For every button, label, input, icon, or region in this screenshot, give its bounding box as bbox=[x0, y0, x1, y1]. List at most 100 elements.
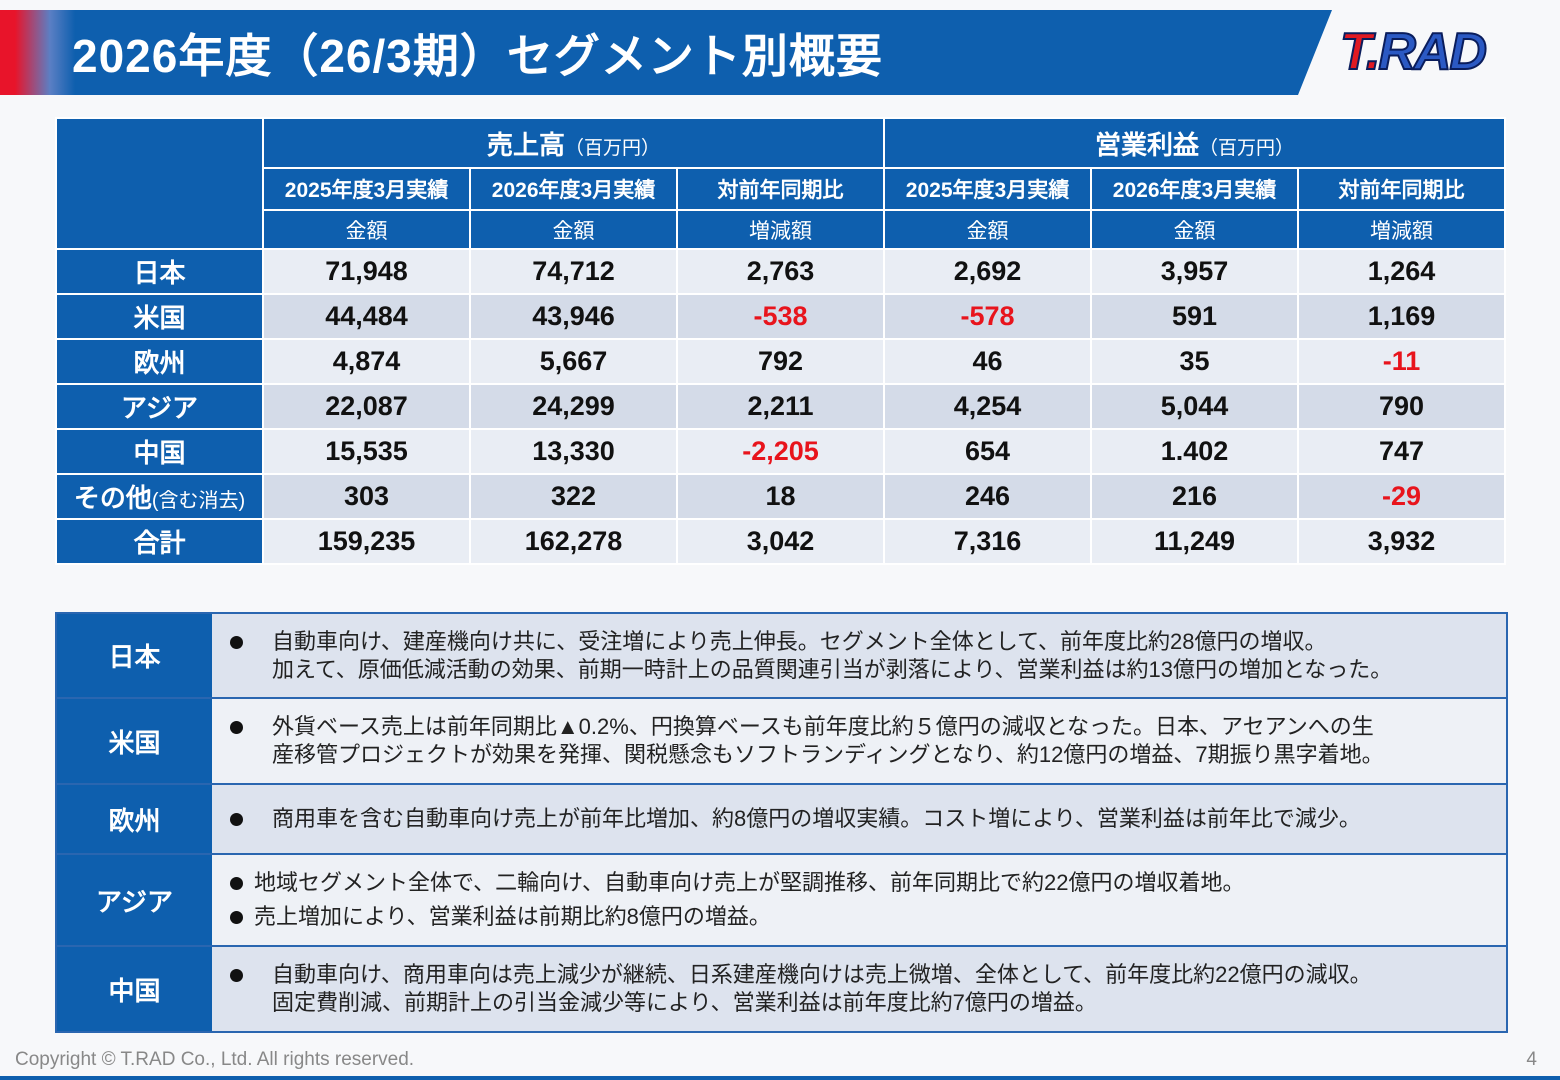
note-region: 中国 bbox=[57, 947, 212, 1031]
bullet: 外貨ベース売上は前年同期比▲0.2%、円換算ベースも前年度比約５億円の減収となっ… bbox=[212, 713, 1506, 769]
period-header: 2026年度3月実績 bbox=[1090, 167, 1299, 211]
row-label: その他(含む消去) bbox=[55, 473, 264, 520]
bullet: 商用車を含む自動車向け売上が前年比増加、約8億円の増収実績。コスト増により、営業… bbox=[212, 805, 1506, 833]
note-region: アジア bbox=[57, 855, 212, 945]
page-number: 4 bbox=[1526, 1049, 1537, 1070]
bullet: 地域セグメント全体で、二輪向け、自動車向け売上が堅調推移、前年同期比で約22億円… bbox=[212, 869, 1506, 897]
row-label-text: アジア bbox=[121, 393, 198, 423]
row-label: 中国 bbox=[55, 428, 264, 475]
bullet-line: 産移管プロジェクトが効果を発揮、関税懸念もソフトランディングとなり、約12億円の… bbox=[272, 742, 1384, 767]
value-cell: 322 bbox=[469, 473, 678, 520]
row-label: 米国 bbox=[55, 293, 264, 340]
data-row: 中国 15,535 13,330 -2,205 654 1.402 747 bbox=[55, 428, 1507, 475]
period-header: 2025年度3月実績 bbox=[262, 167, 471, 211]
note-region: 米国 bbox=[57, 699, 212, 783]
note-row: 米国 外貨ベース売上は前年同期比▲0.2%、円換算ベースも前年度比約５億円の減収と… bbox=[57, 699, 1506, 785]
value-cell: -2,205 bbox=[676, 428, 885, 475]
row-label: 日本 bbox=[55, 248, 264, 295]
value-cell: 4,254 bbox=[883, 383, 1092, 430]
row-label-text: 中国 bbox=[133, 438, 186, 468]
bullet-dot bbox=[230, 813, 243, 826]
value-cell: -29 bbox=[1296, 473, 1507, 520]
period-header: 対前年同期比 bbox=[1296, 167, 1507, 211]
row-label: 合計 bbox=[55, 518, 264, 565]
row-label-text: その他 bbox=[73, 483, 152, 513]
value-cell: 13,330 bbox=[469, 428, 678, 475]
note-region: 日本 bbox=[57, 614, 212, 697]
group-unit: （百万円） bbox=[565, 137, 661, 159]
bullet-line: 加えて、原価低減活動の効果、前期一時計上の品質関連引当が剥落により、営業利益は約… bbox=[272, 656, 1393, 682]
period-header: 対前年同期比 bbox=[676, 167, 885, 211]
value-cell: 792 bbox=[676, 338, 885, 385]
header-bar bbox=[0, 10, 1332, 95]
group-name: 売上高 bbox=[486, 129, 565, 160]
value-cell: 790 bbox=[1296, 383, 1507, 430]
value-cell: 18 bbox=[676, 473, 885, 520]
value-cell: 2,211 bbox=[676, 383, 885, 430]
value-cell: 162,278 bbox=[469, 518, 678, 565]
segment-table: 売上高（百万円） 営業利益（百万円） 2025年度3月実績 2026年度3月実績 対前年… bbox=[55, 117, 1507, 565]
period-header: 2026年度3月実績 bbox=[469, 167, 678, 211]
note-content: 地域セグメント全体で、二輪向け、自動車向け売上が堅調推移、前年同期比で約22億円… bbox=[212, 855, 1506, 945]
measure-header: 増減額 bbox=[676, 209, 885, 250]
value-cell: 43,946 bbox=[469, 293, 678, 340]
group-header: 営業利益（百万円） bbox=[882, 117, 1507, 169]
value-cell: 35 bbox=[1090, 338, 1299, 385]
value-cell: -538 bbox=[676, 293, 885, 340]
data-row: 米国 44,484 43,946 -538 -578 591 1,169 bbox=[55, 293, 1507, 340]
value-cell: 591 bbox=[1090, 293, 1299, 340]
value-cell: -578 bbox=[883, 293, 1092, 340]
row-label-text: 欧州 bbox=[133, 348, 186, 378]
value-cell: 4,874 bbox=[262, 338, 471, 385]
bullet-line: 固定費削減、前期計上の引当金減少等により、営業利益は前年度比約7億円の増益。 bbox=[272, 990, 1097, 1015]
group-name: 営業利益 bbox=[1095, 129, 1200, 160]
note-content: 自動車向け、商用車向は売上減少が継続、日系建産機向けは売上微増、全体として、前年… bbox=[212, 947, 1506, 1031]
measure-header: 金額 bbox=[469, 209, 678, 250]
value-cell: 7,316 bbox=[883, 518, 1092, 565]
value-cell: 216 bbox=[1090, 473, 1299, 520]
bullet-dot bbox=[230, 635, 243, 649]
note-content: 自動車向け、建産機向け共に、受注増により売上伸長。セグメント全体として、前年度比… bbox=[212, 614, 1506, 697]
measure-header: 金額 bbox=[262, 209, 471, 250]
note-content: 外貨ベース売上は前年同期比▲0.2%、円換算ベースも前年度比約５億円の減収となっ… bbox=[212, 699, 1506, 783]
value-cell: 5,667 bbox=[469, 338, 678, 385]
value-cell: 654 bbox=[883, 428, 1092, 475]
measure-header: 金額 bbox=[883, 209, 1092, 250]
bullet-dot bbox=[230, 877, 243, 890]
data-row: 日本 71,948 74,712 2,763 2,692 3,957 1,264 bbox=[55, 248, 1507, 295]
bullet-dot bbox=[230, 721, 243, 734]
group-header: 売上高（百万円） bbox=[262, 117, 885, 169]
note-row: 欧州 商用車を含む自動車向け売上が前年比増加、約8億円の増収実績。コスト増により、… bbox=[57, 785, 1506, 855]
value-cell: 2,692 bbox=[883, 248, 1092, 295]
measure-header: 金額 bbox=[1090, 209, 1299, 250]
data-row: アジア 22,087 24,299 2,211 4,254 5,044 790 bbox=[55, 383, 1507, 430]
note-row: 中国 自動車向け、商用車向は売上減少が継続、日系建産機向けは売上微増、全体として、… bbox=[57, 947, 1506, 1031]
value-cell: 3,932 bbox=[1296, 518, 1507, 565]
note-region: 欧州 bbox=[57, 785, 212, 853]
header-row: 金額 金額 増減額 金額 金額 増減額 bbox=[56, 209, 1507, 250]
bullet: 自動車向け、建産機向け共に、受注増により売上伸長。セグメント全体として、前年度比… bbox=[212, 628, 1506, 684]
note-row: 日本 自動車向け、建産機向け共に、受注増により売上伸長。セグメント全体として、前年… bbox=[57, 614, 1506, 699]
row-label-text: 米国 bbox=[133, 303, 186, 333]
title: 2026年度（26/3期）セグメント別概要 bbox=[72, 30, 883, 82]
value-cell: 22,087 bbox=[262, 383, 471, 430]
bullet-dot bbox=[230, 969, 243, 982]
value-cell: 1,264 bbox=[1296, 248, 1507, 295]
value-cell: 44,484 bbox=[262, 293, 471, 340]
header-row: 2025年度3月実績 2026年度3月実績 対前年同期比 2025年度3月実績 2026… bbox=[56, 167, 1507, 211]
measure-header: 増減額 bbox=[1296, 209, 1507, 250]
value-cell: 11,249 bbox=[1090, 518, 1299, 565]
row-label: 欧州 bbox=[55, 338, 264, 385]
row-label-note: (含む消去) bbox=[151, 490, 246, 512]
value-cell: 15,535 bbox=[262, 428, 471, 475]
row-label: アジア bbox=[55, 383, 264, 430]
bullet-line: 売上増加により、営業利益は前期比約8億円の増益。 bbox=[254, 904, 771, 929]
bullet-line: 商用車を含む自動車向け売上が前年比増加、約8億円の増収実績。コスト増により、営業… bbox=[272, 806, 1361, 831]
value-cell: 46 bbox=[883, 338, 1092, 385]
bullet: 自動車向け、商用車向は売上減少が継続、日系建産機向けは売上微増、全体として、前年… bbox=[212, 961, 1506, 1017]
value-cell: 74,712 bbox=[469, 248, 678, 295]
value-cell: -11 bbox=[1296, 338, 1507, 385]
